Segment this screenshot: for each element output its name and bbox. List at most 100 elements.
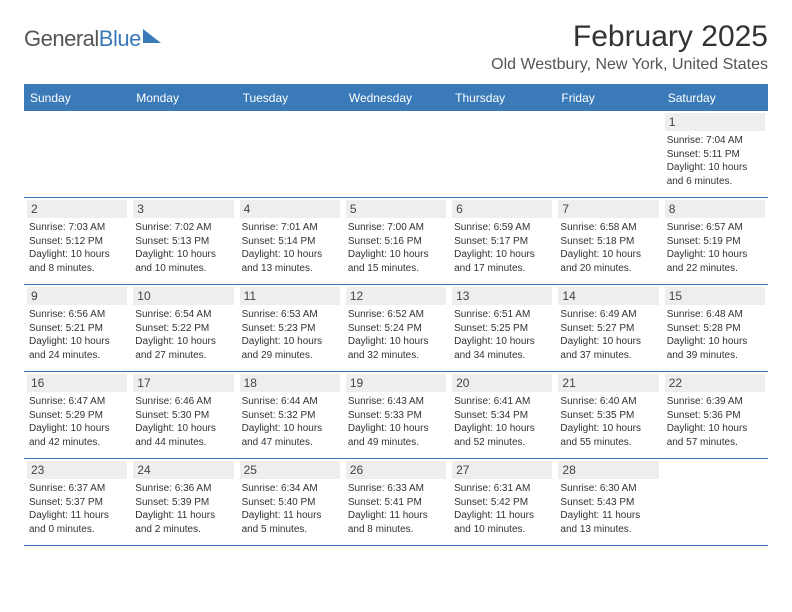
- daylight-text: Daylight: 10 hours and 13 minutes.: [242, 248, 338, 275]
- day-number: 10: [133, 287, 233, 305]
- logo-text-general: General: [24, 26, 99, 51]
- day-info: Sunrise: 7:02 AMSunset: 5:13 PMDaylight:…: [133, 221, 233, 275]
- day-cell: 17 Sunrise: 6:46 AMSunset: 5:30 PMDayligh…: [130, 372, 236, 458]
- logo: GeneralBlue: [24, 26, 161, 52]
- logo-text-blue: Blue: [99, 26, 141, 51]
- daylight-text: Daylight: 10 hours and 49 minutes.: [348, 422, 444, 449]
- day-cell: 2Sunrise: 7:03 AMSunset: 5:12 PMDaylight…: [24, 198, 130, 284]
- day-info: Sunrise: 6:47 AMSunset: 5:29 PMDaylight:…: [27, 395, 127, 449]
- daylight-text: Daylight: 10 hours and 34 minutes.: [454, 335, 550, 362]
- day-number: 3: [133, 200, 233, 218]
- sunset-text: Sunset: 5:17 PM: [454, 235, 550, 249]
- day-info: Sunrise: 7:00 AMSunset: 5:16 PMDaylight:…: [346, 221, 446, 275]
- day-info: Sunrise: 6:31 AMSunset: 5:42 PMDaylight:…: [452, 482, 552, 536]
- sunrise-text: Sunrise: 6:33 AM: [348, 482, 444, 496]
- day-number: 11: [240, 287, 340, 305]
- day-number: 14: [558, 287, 658, 305]
- day-number: 22: [665, 374, 765, 392]
- day-cell: 3 Sunrise: 7:02 AMSunset: 5:13 PMDaylight…: [130, 198, 236, 284]
- day-number: 17: [133, 374, 233, 392]
- day-number: 16: [27, 374, 127, 392]
- week-row: 9 Sunrise: 6:56 AMSunset: 5:21 PM Daylight…: [24, 285, 768, 372]
- daylight-text: Daylight: 10 hours and 37 minutes.: [560, 335, 656, 362]
- sunset-text: Sunset: 5:37 PM: [29, 496, 125, 510]
- day-info: Sunrise: 7:04 AMSunset: 5:11 PMDaylight:…: [665, 134, 765, 188]
- sunset-text: Sunset: 5:40 PM: [242, 496, 338, 510]
- day-number: 25: [240, 461, 340, 479]
- day-info: Sunrise: 6:58 AMSunset: 5:18 PMDaylight:…: [558, 221, 658, 275]
- sunrise-text: Sunrise: 6:51 AM: [454, 308, 550, 322]
- day-cell: 0: [130, 111, 236, 197]
- day-cell: 7 Sunrise: 6:58 AMSunset: 5:18 PMDaylight…: [555, 198, 661, 284]
- day-cell: 20Sunrise: 6:41 AMSunset: 5:34 PMDayligh…: [449, 372, 555, 458]
- day-number: 9: [27, 287, 127, 305]
- day-header-row: SundayMondayTuesdayWednesdayThursdayFrid…: [24, 86, 768, 111]
- day-number: 18: [240, 374, 340, 392]
- sunset-text: Sunset: 5:42 PM: [454, 496, 550, 510]
- sunrise-text: Sunrise: 6:54 AM: [135, 308, 231, 322]
- sunrise-text: Sunrise: 6:58 AM: [560, 221, 656, 235]
- day-number: 1: [665, 113, 765, 131]
- daylight-text: Daylight: 10 hours and 44 minutes.: [135, 422, 231, 449]
- sunset-text: Sunset: 5:29 PM: [29, 409, 125, 423]
- day-cell: 10 Sunrise: 6:54 AMSunset: 5:22 PMDayligh…: [130, 285, 236, 371]
- sunset-text: Sunset: 5:35 PM: [560, 409, 656, 423]
- day-cell: 18Sunrise: 6:44 AMSunset: 5:32 PMDayligh…: [237, 372, 343, 458]
- day-cell: 24Sunrise: 6:36 AMSunset: 5:39 PMDayligh…: [130, 459, 236, 545]
- sunset-text: Sunset: 5:27 PM: [560, 322, 656, 336]
- sunrise-text: Sunrise: 6:40 AM: [560, 395, 656, 409]
- daylight-text: Daylight: 10 hours and 39 minutes.: [667, 335, 763, 362]
- day-info: Sunrise: 6:54 AMSunset: 5:22 PMDaylight:…: [133, 308, 233, 362]
- day-number: 23: [27, 461, 127, 479]
- day-cell: 23Sunrise: 6:37 AMSunset: 5:37 PMDayligh…: [24, 459, 130, 545]
- daylight-text: Daylight: 11 hours and 5 minutes.: [242, 509, 338, 536]
- day-header: Friday: [555, 86, 661, 111]
- week-row: 2Sunrise: 7:03 AMSunset: 5:12 PMDaylight…: [24, 198, 768, 285]
- day-number: 13: [452, 287, 552, 305]
- day-header: Tuesday: [237, 86, 343, 111]
- sunset-text: Sunset: 5:21 PM: [29, 322, 125, 336]
- sunset-text: Sunset: 5:22 PM: [135, 322, 231, 336]
- day-number: 7: [558, 200, 658, 218]
- sunrise-text: Sunrise: 7:01 AM: [242, 221, 338, 235]
- sunset-text: Sunset: 5:13 PM: [135, 235, 231, 249]
- daylight-text: Daylight: 10 hours and 15 minutes.: [348, 248, 444, 275]
- sunrise-text: Sunrise: 7:02 AM: [135, 221, 231, 235]
- sunrise-text: Sunrise: 6:49 AM: [560, 308, 656, 322]
- day-info: Sunrise: 6:57 AMSunset: 5:19 PMDaylight:…: [665, 221, 765, 275]
- sunrise-text: Sunrise: 6:59 AM: [454, 221, 550, 235]
- day-info: Sunrise: 6:46 AMSunset: 5:30 PMDaylight:…: [133, 395, 233, 449]
- day-number: 20: [452, 374, 552, 392]
- sunrise-text: Sunrise: 7:04 AM: [667, 134, 763, 148]
- day-info: Sunrise: 6:49 AMSunset: 5:27 PMDaylight:…: [558, 308, 658, 362]
- sunrise-text: Sunrise: 6:52 AM: [348, 308, 444, 322]
- sunrise-text: Sunrise: 6:39 AM: [667, 395, 763, 409]
- day-info: Sunrise: 6:34 AMSunset: 5:40 PMDaylight:…: [240, 482, 340, 536]
- day-cell: 0: [555, 111, 661, 197]
- day-cell: 0: [343, 111, 449, 197]
- sunrise-text: Sunrise: 6:30 AM: [560, 482, 656, 496]
- day-number: 19: [346, 374, 446, 392]
- sunrise-text: Sunrise: 6:56 AM: [29, 308, 125, 322]
- title-block: February 2025 Old Westbury, New York, Un…: [491, 20, 768, 74]
- daylight-text: Daylight: 11 hours and 8 minutes.: [348, 509, 444, 536]
- day-cell: 19Sunrise: 6:43 AMSunset: 5:33 PMDayligh…: [343, 372, 449, 458]
- sunset-text: Sunset: 5:30 PM: [135, 409, 231, 423]
- calendar: SundayMondayTuesdayWednesdayThursdayFrid…: [24, 84, 768, 546]
- day-number: 6: [452, 200, 552, 218]
- header: GeneralBlue February 2025 Old Westbury, …: [24, 20, 768, 74]
- sunrise-text: Sunrise: 7:00 AM: [348, 221, 444, 235]
- day-cell: 12Sunrise: 6:52 AMSunset: 5:24 PMDayligh…: [343, 285, 449, 371]
- sunset-text: Sunset: 5:33 PM: [348, 409, 444, 423]
- day-number: 2: [27, 200, 127, 218]
- sunset-text: Sunset: 5:19 PM: [667, 235, 763, 249]
- day-info: Sunrise: 6:30 AMSunset: 5:43 PMDaylight:…: [558, 482, 658, 536]
- sunrise-text: Sunrise: 6:47 AM: [29, 395, 125, 409]
- sunrise-text: Sunrise: 6:44 AM: [242, 395, 338, 409]
- sunset-text: Sunset: 5:25 PM: [454, 322, 550, 336]
- sunset-text: Sunset: 5:41 PM: [348, 496, 444, 510]
- sunrise-text: Sunrise: 6:41 AM: [454, 395, 550, 409]
- day-cell: 11Sunrise: 6:53 AMSunset: 5:23 PMDayligh…: [237, 285, 343, 371]
- sunset-text: Sunset: 5:24 PM: [348, 322, 444, 336]
- daylight-text: Daylight: 11 hours and 0 minutes.: [29, 509, 125, 536]
